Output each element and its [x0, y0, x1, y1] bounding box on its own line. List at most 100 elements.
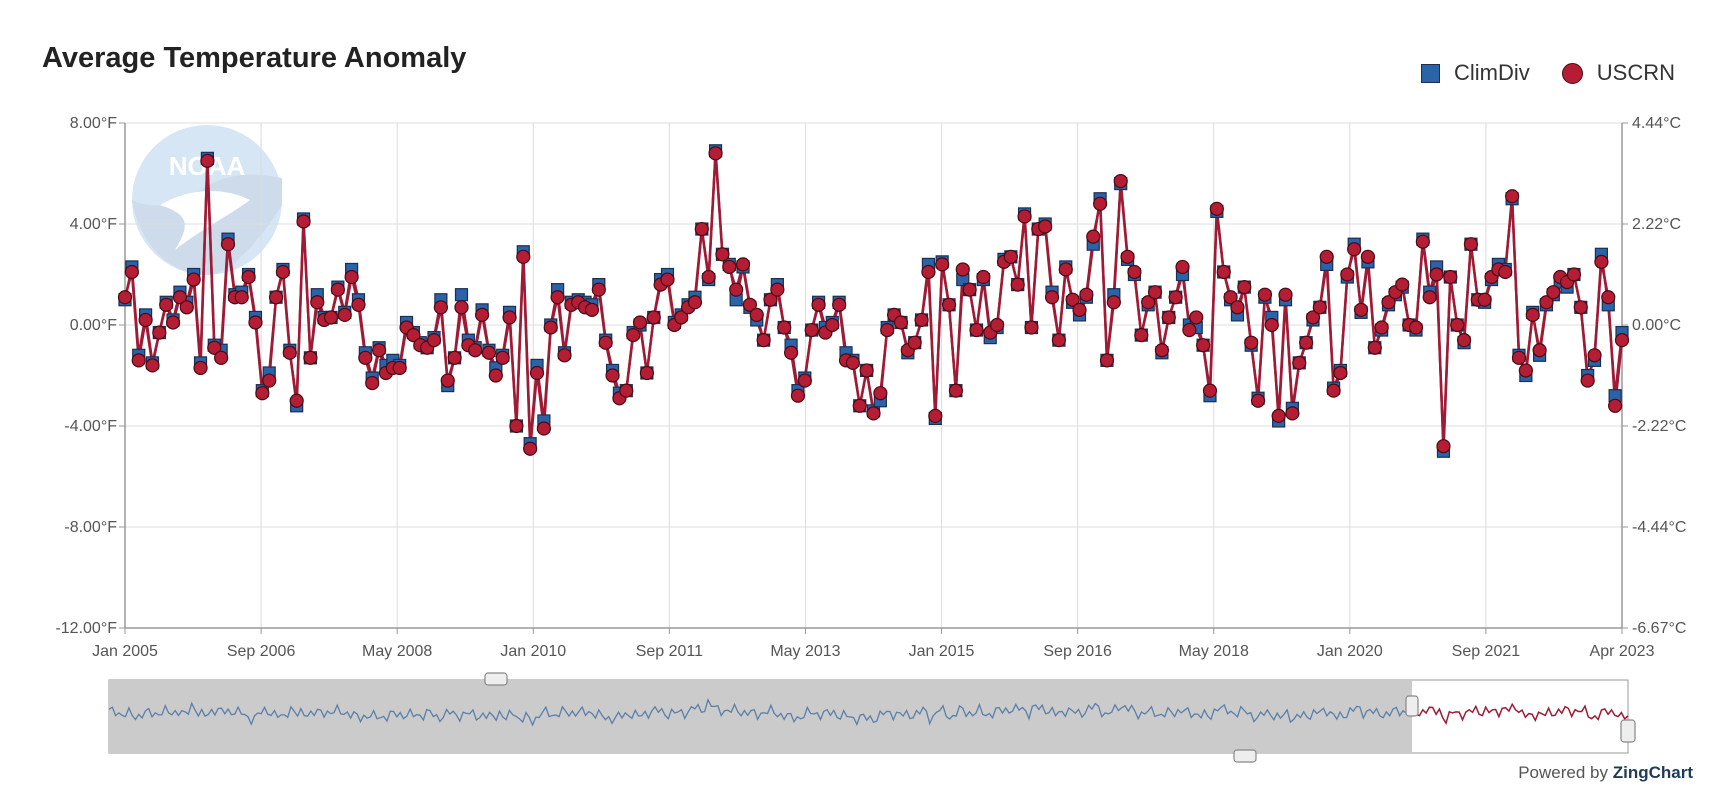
powered-by-credit[interactable]: Powered by ZingChart: [1518, 763, 1693, 783]
y-tick-label-right: 4.44°C: [1632, 115, 1681, 132]
legend-label-uscrn: USCRN: [1596, 60, 1675, 85]
x-tick-label: May 2018: [1179, 643, 1249, 660]
data-point-uscrn: [969, 322, 984, 338]
data-point-uscrn: [811, 297, 826, 312]
y-tick-label-right: 2.22°C: [1632, 216, 1681, 233]
data-point-uscrn: [200, 153, 215, 168]
range-handle-left[interactable]: [1405, 695, 1419, 717]
data-point-uscrn: [1518, 363, 1533, 378]
data-point-uscrn: [1202, 383, 1218, 398]
data-point-uscrn: [591, 282, 606, 297]
data-point-uscrn: [694, 221, 709, 237]
data-point-uscrn: [1374, 320, 1389, 335]
x-tick-label: May 2013: [770, 643, 840, 660]
data-point-uscrn: [1237, 280, 1252, 295]
data-point-uscrn: [1367, 340, 1382, 355]
data-point-uscrn: [1161, 310, 1176, 325]
range-handle-right[interactable]: [1620, 719, 1636, 743]
data-point-climdiv: [454, 288, 469, 302]
data-point-uscrn: [1271, 408, 1286, 423]
data-point-uscrn: [873, 386, 888, 401]
data-point-uscrn: [976, 269, 991, 285]
data-point-uscrn: [1120, 249, 1135, 264]
data-point-uscrn: [433, 300, 448, 315]
range-grip-top[interactable]: [484, 672, 508, 686]
data-point-uscrn: [543, 320, 558, 335]
data-point-uscrn: [639, 365, 654, 381]
data-point-uscrn: [1024, 320, 1039, 335]
data-point-uscrn: [488, 368, 503, 383]
data-point-uscrn: [454, 300, 469, 315]
data-point-uscrn: [426, 333, 442, 348]
data-point-uscrn: [268, 290, 284, 305]
data-point-uscrn: [1347, 242, 1362, 257]
data-point-uscrn: [165, 315, 181, 330]
data-point-uscrn: [921, 264, 936, 280]
data-point-uscrn: [1141, 295, 1156, 310]
data-point-uscrn: [935, 257, 950, 272]
data-point-uscrn: [262, 373, 277, 388]
data-point-uscrn: [1051, 333, 1067, 348]
data-point-uscrn: [1196, 338, 1211, 353]
data-point-uscrn: [584, 302, 600, 317]
range-grip-bottom[interactable]: [1233, 749, 1257, 763]
data-point-uscrn: [660, 272, 675, 287]
data-point-uscrn: [701, 269, 716, 285]
data-point-uscrn: [770, 282, 785, 297]
data-point-uscrn: [516, 249, 531, 264]
y-tick-label-left: 8.00°F: [70, 115, 118, 132]
data-point-uscrn: [337, 307, 352, 322]
data-point-uscrn: [1093, 196, 1108, 211]
data-point-uscrn: [1525, 307, 1540, 322]
data-point-uscrn: [1209, 201, 1224, 216]
data-point-uscrn: [1333, 365, 1348, 381]
credit-brand[interactable]: ZingChart: [1612, 763, 1693, 782]
legend-item-climdiv[interactable]: ClimDiv: [1421, 60, 1530, 86]
x-tick-label: Jan 2015: [909, 643, 975, 660]
data-point-uscrn: [1614, 333, 1630, 348]
legend-label-climdiv: ClimDiv: [1454, 60, 1530, 85]
legend-square-icon: [1421, 63, 1440, 83]
y-tick-label-left: 4.00°F: [70, 216, 118, 233]
data-point-uscrn: [351, 297, 366, 312]
data-point-uscrn: [1395, 277, 1410, 292]
data-point-uscrn: [1175, 259, 1190, 275]
data-point-uscrn: [1079, 287, 1094, 302]
data-point-uscrn: [1422, 290, 1437, 305]
data-point-uscrn: [1608, 398, 1623, 413]
data-point-uscrn: [1257, 287, 1273, 302]
data-point-uscrn: [928, 408, 943, 423]
y-tick-label-right: -4.44°C: [1632, 519, 1686, 536]
data-point-uscrn: [1182, 322, 1197, 338]
data-point-uscrn: [509, 418, 524, 434]
legend-item-uscrn[interactable]: USCRN: [1561, 60, 1675, 86]
data-point-uscrn: [866, 406, 881, 421]
data-point-uscrn: [172, 290, 188, 305]
data-point-uscrn: [729, 282, 744, 297]
data-point-uscrn: [303, 350, 318, 365]
data-point-uscrn: [1285, 406, 1300, 421]
data-point-uscrn: [1292, 355, 1307, 370]
data-point-uscrn: [179, 300, 194, 315]
data-point-uscrn: [1189, 310, 1204, 325]
data-point-uscrn: [715, 247, 730, 262]
data-point-uscrn: [152, 325, 167, 340]
data-point-uscrn: [893, 315, 909, 330]
data-point-uscrn: [880, 322, 895, 338]
range-preview[interactable]: [108, 672, 1636, 763]
data-point-uscrn: [323, 310, 339, 325]
data-point-uscrn: [282, 345, 297, 360]
series-uscrn-markers: [117, 146, 1630, 456]
data-point-uscrn: [955, 262, 970, 277]
data-point-uscrn: [763, 292, 778, 307]
data-point-uscrn: [1065, 292, 1080, 307]
data-point-uscrn: [1463, 237, 1479, 252]
data-point-uscrn: [1113, 173, 1128, 189]
x-tick-label: Jan 2020: [1317, 643, 1383, 660]
data-point-uscrn: [1436, 439, 1451, 454]
data-point-uscrn: [1147, 285, 1163, 300]
data-point-uscrn: [914, 312, 929, 328]
plot-grid: [124, 122, 1623, 629]
preview-mask: [109, 680, 1412, 753]
